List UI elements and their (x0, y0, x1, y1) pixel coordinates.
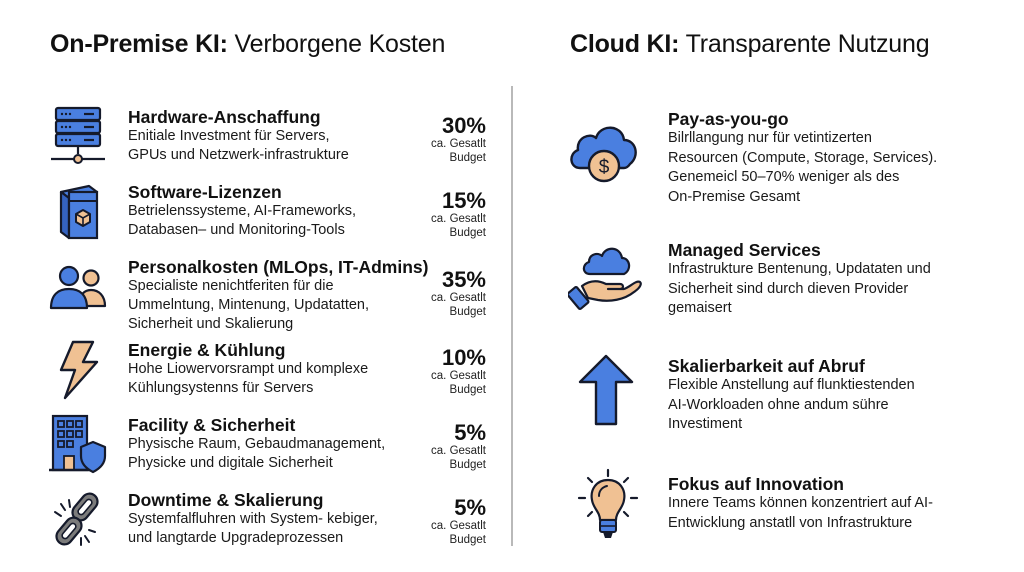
item-heading: Hardware-Anschaffung (128, 107, 321, 127)
item-pay-as-you-go: Pay-as-you-go Bilrllangung nur für vetin… (668, 109, 988, 207)
item-desc-line: GPUs und Netzwerk-infrastrukture (128, 147, 349, 163)
people-icon (47, 256, 109, 318)
server-network-icon (47, 104, 109, 166)
lightbulb-icon (576, 468, 640, 544)
item-desc-line: Physische Raum, Gebaudmanagement, (128, 436, 386, 452)
percent-label: Budget (449, 305, 486, 318)
item-desc-line: AI-Workloaden ohne andum sühre (668, 396, 889, 413)
percent-label: ca. Gesatlt (431, 292, 486, 304)
right-title: Cloud KI: Transparente Nutzung (570, 30, 930, 59)
percent-label: ca. Gesatlt (431, 370, 486, 382)
item-desc-line: Betrielenssysteme, AI-Frameworks, (128, 203, 357, 219)
percent-label: Budget (449, 226, 486, 239)
item-desc-line: Ummelntung, Mintenung, Updatatten, (128, 297, 369, 313)
item-desc-line: Hohe Liowervorsrampt und komplexe (128, 361, 369, 377)
item-heading: Software-Lizenzen (128, 182, 282, 202)
item-desc-line: Bilrllangung nur für vetintizerten (668, 130, 872, 146)
percent-software: 15% ca. Gesatlt Budget (414, 189, 486, 240)
item-desc-line: Systemfalfluhren with System- kebiger, (128, 511, 378, 527)
item-desc-line: On-Premise Gesamt (668, 188, 801, 205)
item-desc-line: gemaisert (668, 300, 732, 316)
percent-value: 10% (441, 345, 486, 370)
percent-facility: 5% ca. Gesatlt Budget (414, 421, 486, 472)
item-managed-services: Managed Services Infrastrukture Bentenun… (668, 240, 988, 319)
left-title-rest: Verborgene Kosten (227, 30, 446, 58)
percent-downtime: 5% ca. Gesatlt Budget (414, 496, 486, 547)
percent-label: ca. Gesatlt (431, 520, 486, 532)
item-desc-line: Innere Teams können konzentriert auf AI- (668, 495, 933, 511)
percent-label: Budget (449, 533, 486, 546)
item-desc-line: Infrastrukture Bentenung, Updataten und (668, 261, 931, 277)
item-desc-line: Investiment (668, 416, 743, 432)
percent-personal: 35% ca. Gesatlt Budget (414, 268, 486, 319)
percent-label: ca. Gesatlt (431, 138, 486, 150)
item-downtime: Downtime & Skalierung Systemfalfluhren w… (128, 490, 428, 548)
item-heading: Managed Services (668, 240, 821, 260)
item-desc-line: und langtarde Upgradeprozessen (128, 530, 344, 546)
column-divider (511, 86, 513, 546)
item-desc-line: Databasen– und Monitoring-Tools (128, 222, 345, 238)
percent-energie: 10% ca. Gesatlt Budget (414, 346, 486, 397)
arrow-up-icon (578, 352, 634, 428)
percent-label: ca. Gesatlt (431, 445, 486, 457)
percent-value: 5% (454, 420, 486, 445)
item-desc-line: Resourcen (Compute, Storage, Services). (668, 149, 938, 166)
item-heading: Skalierbarkeit auf Abruf (668, 356, 865, 376)
item-heading: Downtime & Skalierung (128, 490, 324, 510)
item-heading: Energie & Kühlung (128, 340, 286, 360)
item-desc-line: Entwicklung anstatll von Infrastrukture (668, 514, 913, 531)
percent-label: ca. Gesatlt (431, 213, 486, 225)
item-desc-line: Sicherheit und Skalierung (128, 316, 294, 332)
item-desc-line: Flexible Anstellung auf flunktiestenden (668, 377, 915, 393)
item-desc-line: Enitiale Investment für Servers, (128, 128, 330, 144)
item-personal: Personalkosten (MLOps, IT-Admins) Specia… (128, 257, 428, 334)
item-desc-line: Kühlungsystenns für Servers (128, 380, 314, 396)
percent-label: Budget (449, 151, 486, 164)
cloud-dollar-icon: $ (566, 112, 642, 188)
percent-label: Budget (449, 383, 486, 396)
percent-value: 35% (441, 267, 486, 292)
percent-hardware: 30% ca. Gesatlt Budget (414, 114, 486, 165)
right-title-rest: Transparente Nutzung (679, 30, 930, 58)
percent-label: Budget (449, 458, 486, 471)
item-desc-line: Specialiste nenichtferiten für die (128, 278, 334, 294)
left-title: On-Premise KI: Verborgene Kosten (50, 30, 445, 59)
percent-value: 5% (454, 495, 486, 520)
item-heading: Pay-as-you-go (668, 109, 789, 129)
software-box-icon (47, 180, 109, 242)
building-shield-icon (47, 412, 109, 474)
item-energie: Energie & Kühlung Hohe Liowervorsrampt u… (128, 340, 428, 398)
item-desc-line: Physicke und digitale Sicherheit (128, 455, 333, 471)
left-title-bold: On-Premise KI: (50, 30, 228, 58)
item-heading: Personalkosten (MLOps, IT-Admins) (128, 257, 429, 277)
percent-value: 15% (441, 188, 486, 213)
item-desc-line: Genemeicl 50–70% weniger als des (668, 169, 900, 185)
right-title-bold: Cloud KI: (570, 30, 680, 58)
broken-chain-icon (47, 488, 109, 550)
item-heading: Facility & Sicherheit (128, 415, 296, 435)
lightning-bolt-icon (47, 338, 109, 400)
item-software: Software-Lizenzen Betrielenssysteme, AI-… (128, 182, 428, 240)
item-skalierbarkeit: Skalierbarkeit auf Abruf Flexible Anstel… (668, 356, 988, 435)
item-heading: Fokus auf Innovation (668, 474, 844, 494)
item-hardware: Hardware-Anschaffung Enitiale Investment… (128, 107, 428, 165)
item-fokus-innovation: Fokus auf Innovation Innere Teams können… (668, 474, 988, 533)
item-desc-line: Sicherheit sind durch dieven Provider (668, 280, 909, 297)
item-facility: Facility & Sicherheit Physische Raum, Ge… (128, 415, 428, 473)
percent-value: 30% (441, 113, 486, 138)
svg-text:$: $ (599, 157, 610, 178)
cloud-hand-icon (568, 240, 644, 310)
